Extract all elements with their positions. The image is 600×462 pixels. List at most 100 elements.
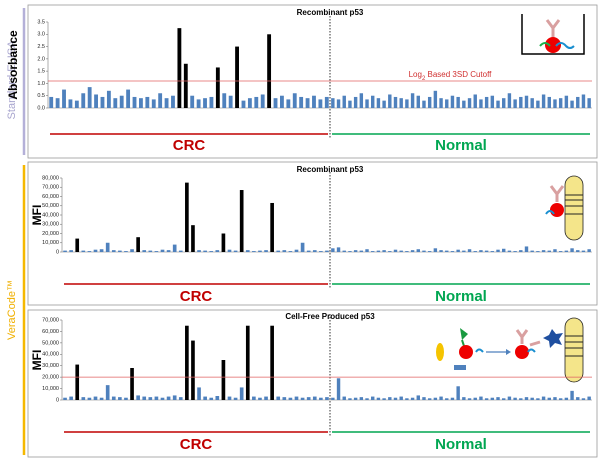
bar bbox=[254, 96, 259, 108]
bar bbox=[62, 89, 66, 108]
bar bbox=[252, 251, 256, 252]
bar bbox=[282, 397, 287, 400]
y-tick-label: 10,000 bbox=[42, 240, 59, 246]
bar bbox=[331, 98, 335, 108]
bar bbox=[564, 250, 569, 252]
bar bbox=[113, 98, 118, 108]
side-label: Standard ELISA bbox=[6, 40, 18, 120]
bar bbox=[445, 398, 449, 400]
bar bbox=[536, 251, 540, 252]
y-tick-label: 40,000 bbox=[42, 352, 59, 358]
bar bbox=[456, 249, 460, 252]
bar bbox=[519, 96, 523, 108]
bar bbox=[496, 249, 500, 252]
bar bbox=[416, 249, 420, 252]
bar bbox=[405, 398, 409, 400]
bar bbox=[111, 396, 116, 400]
bar bbox=[294, 396, 299, 400]
bar bbox=[258, 250, 262, 252]
bar bbox=[490, 397, 495, 400]
bar bbox=[388, 251, 392, 252]
bar bbox=[365, 249, 369, 252]
bar bbox=[178, 397, 183, 400]
bar bbox=[312, 95, 316, 108]
bar bbox=[136, 237, 140, 252]
bar bbox=[427, 96, 432, 108]
bar bbox=[581, 398, 586, 400]
y-tick-label: 20,000 bbox=[42, 231, 59, 237]
bar bbox=[55, 98, 60, 108]
bar bbox=[177, 28, 182, 109]
y-tick-label: 2.0 bbox=[37, 56, 45, 62]
bar bbox=[587, 249, 591, 252]
bar bbox=[99, 397, 104, 400]
bar bbox=[547, 250, 551, 252]
bar bbox=[439, 98, 443, 108]
bar bbox=[264, 396, 268, 400]
bar bbox=[105, 242, 110, 252]
bar bbox=[306, 397, 311, 400]
bar bbox=[359, 250, 364, 252]
bar bbox=[524, 95, 529, 108]
bar bbox=[564, 95, 569, 108]
bar bbox=[74, 100, 79, 108]
bar bbox=[410, 93, 415, 108]
bar bbox=[405, 251, 409, 252]
bar bbox=[365, 99, 369, 108]
bar bbox=[319, 397, 323, 400]
bar bbox=[191, 340, 195, 400]
bar bbox=[450, 397, 455, 400]
bar bbox=[118, 397, 122, 400]
bar bbox=[473, 397, 477, 400]
bar bbox=[587, 98, 591, 108]
bar bbox=[331, 397, 335, 400]
bar bbox=[130, 368, 134, 400]
bar bbox=[558, 398, 563, 400]
y-tick-label: 10,000 bbox=[42, 386, 59, 392]
cutoff-label-part: Log bbox=[409, 70, 422, 79]
bar bbox=[467, 249, 472, 252]
bar bbox=[190, 95, 195, 108]
bar bbox=[530, 98, 534, 108]
bar bbox=[524, 397, 529, 400]
bar bbox=[75, 238, 80, 252]
bar bbox=[490, 251, 495, 252]
bar bbox=[410, 397, 415, 400]
bar bbox=[359, 397, 364, 400]
bar bbox=[288, 397, 293, 400]
bar bbox=[124, 251, 128, 252]
y-tick-label: 20,000 bbox=[42, 375, 59, 381]
bar bbox=[541, 396, 546, 400]
bar bbox=[570, 248, 574, 252]
bar bbox=[318, 99, 323, 108]
bar bbox=[158, 93, 163, 108]
bar bbox=[524, 246, 529, 252]
y-tick-label: 3.5 bbox=[37, 19, 45, 25]
bar bbox=[300, 397, 305, 400]
bar bbox=[305, 98, 310, 108]
bar bbox=[393, 249, 398, 252]
bar bbox=[245, 250, 250, 252]
bar bbox=[507, 93, 512, 108]
bar bbox=[209, 96, 214, 108]
bar bbox=[239, 190, 244, 252]
bar bbox=[215, 67, 220, 108]
bar bbox=[445, 99, 449, 108]
bar bbox=[371, 95, 375, 108]
y-tick-label: 60,000 bbox=[42, 194, 59, 200]
bar bbox=[93, 396, 98, 400]
cutoff-label: Log2 Based 3SD Cutoff bbox=[409, 70, 493, 81]
bead-icon bbox=[545, 175, 584, 241]
bar bbox=[353, 250, 358, 252]
bar bbox=[371, 251, 375, 252]
bar bbox=[325, 250, 329, 252]
bar bbox=[479, 99, 483, 108]
group-label: CRC bbox=[180, 288, 213, 305]
bar bbox=[519, 250, 523, 252]
bar bbox=[587, 396, 591, 400]
bar bbox=[288, 251, 293, 252]
bar bbox=[68, 99, 73, 108]
bar bbox=[359, 93, 364, 108]
bar bbox=[111, 250, 116, 252]
bar bbox=[427, 251, 432, 252]
